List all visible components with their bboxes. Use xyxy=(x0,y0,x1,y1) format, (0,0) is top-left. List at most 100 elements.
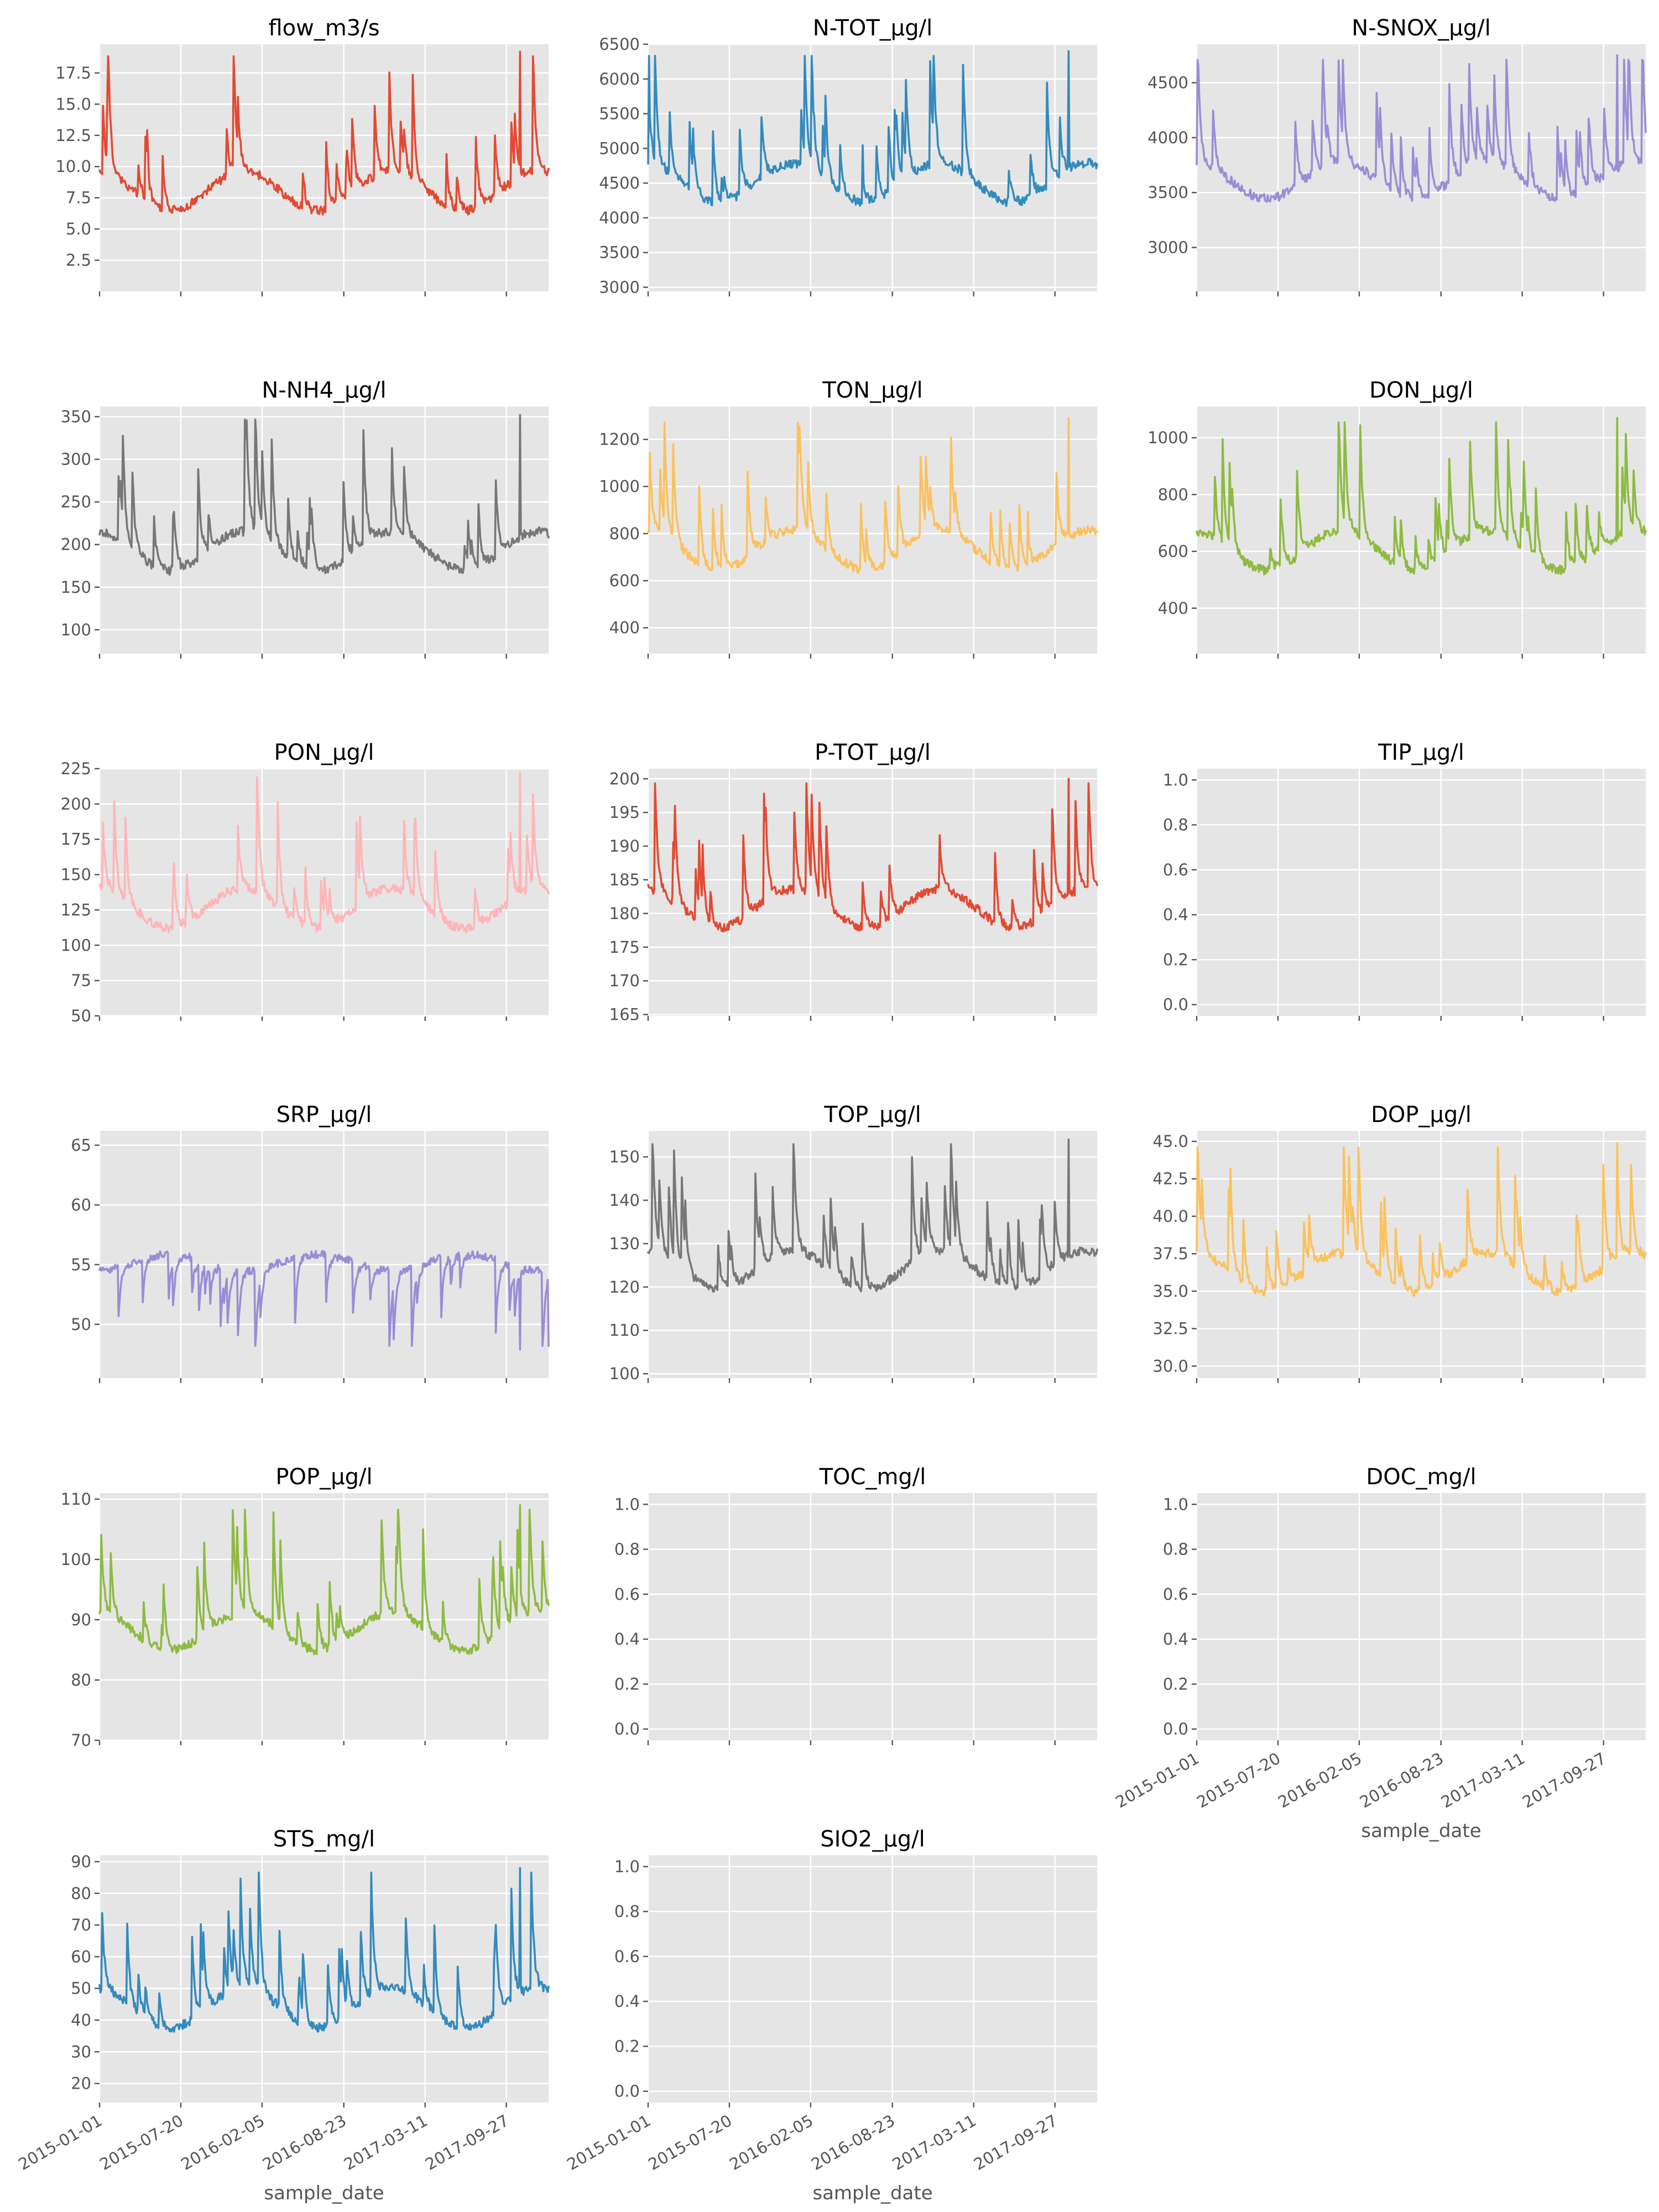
series-line-p-tot-g-l xyxy=(647,778,1098,933)
panel-background xyxy=(648,1131,1097,1378)
series-line-dop-g-l xyxy=(1196,1141,1647,1297)
y-tick-label: 90 xyxy=(71,1852,91,1871)
x-tick-label: 2017-09-27 xyxy=(422,2111,512,2174)
series-line-n-nh4-g-l xyxy=(98,414,550,576)
y-tick-label: 200 xyxy=(61,535,91,554)
y-tick-label: 0.4 xyxy=(1163,1630,1188,1648)
series-line-pon-g-l xyxy=(98,771,550,933)
y-tick-label: 3500 xyxy=(599,243,640,262)
y-tick-label: 225 xyxy=(61,759,91,778)
x-tick-label: 2016-08-23 xyxy=(808,2111,898,2174)
x-axis-label: sample_date xyxy=(1361,1820,1481,1842)
y-tick-label: 0.0 xyxy=(614,1720,640,1739)
y-tick-label: 5000 xyxy=(599,139,640,158)
y-tick-label: 20 xyxy=(71,2074,91,2093)
y-tick-label: 0.4 xyxy=(1163,905,1188,924)
x-axis-label: sample_date xyxy=(264,2182,384,2204)
y-tick-label: 30 xyxy=(71,2042,91,2061)
x-tick-label: 2015-01-01 xyxy=(15,2111,105,2174)
y-tick-label: 4500 xyxy=(599,174,640,192)
series-line-sts-mg-l xyxy=(98,1867,550,2033)
panel-title: DOC_mg/l xyxy=(1366,1464,1476,1490)
y-tick-label: 80 xyxy=(71,1884,91,1903)
series-line-pop-g-l xyxy=(98,1504,550,1656)
y-tick-label: 10.0 xyxy=(55,157,91,176)
series-line-srp-g-l xyxy=(98,1250,550,1351)
y-tick-label: 195 xyxy=(609,803,640,822)
y-tick-label: 400 xyxy=(1158,599,1188,618)
panel-don-g-l: 400 600 800 1000 DON_µg/l xyxy=(1147,378,1647,659)
series-line-top-g-l xyxy=(647,1138,1098,1293)
panel-title: flow_m3/s xyxy=(268,15,379,41)
y-tick-label: 3000 xyxy=(1147,238,1188,257)
x-tick-label: 2016-08-23 xyxy=(1357,1749,1447,1812)
y-tick-label: 170 xyxy=(609,972,640,990)
panel-doc-mg-l: 2015-01-012015-07-202016-02-052016-08-23… xyxy=(1112,1464,1646,1842)
panel-n-tot-g-l: 3000 3500 4000 4500 5000 5500 6000 6500 N-TOT_µg… xyxy=(599,15,1098,296)
y-tick-label: 0.4 xyxy=(614,1630,640,1648)
panel-background xyxy=(1197,1493,1646,1740)
panel-sts-mg-l: 2015-01-012015-07-202016-02-052016-08-23… xyxy=(15,1827,550,2204)
panel-p-tot-g-l: 165 170 175 180 185 190 195 200 P-TOT_µg/l xyxy=(609,740,1098,1024)
y-tick-label: 600 xyxy=(609,571,640,590)
panel-title: TOP_µg/l xyxy=(823,1102,921,1128)
y-tick-label: 100 xyxy=(609,1364,640,1383)
x-tick-label: 2017-03-11 xyxy=(1438,1749,1528,1812)
y-tick-label: 0.6 xyxy=(614,1947,640,1966)
y-tick-label: 60 xyxy=(71,1196,91,1214)
y-tick-label: 3500 xyxy=(1147,183,1188,202)
panel-background xyxy=(648,406,1097,654)
y-tick-label: 1000 xyxy=(599,477,640,496)
panel-background xyxy=(100,406,549,654)
panel-n-snox-g-l: 3000 3500 4000 4500 N-SNOX_µg/l xyxy=(1147,15,1647,296)
panel-sio2-g-l: 2015-01-012015-07-202016-02-052016-08-23… xyxy=(564,1827,1097,2204)
y-tick-label: 0.6 xyxy=(1163,1585,1188,1604)
panel-tip-g-l: 0.0 0.2 0.4 0.6 0.8 1.0 TIP_µg/l xyxy=(1163,740,1646,1021)
y-tick-label: 4000 xyxy=(1147,128,1188,147)
x-tick-label: 2016-02-05 xyxy=(726,2111,816,2174)
y-tick-label: 12.5 xyxy=(55,126,91,145)
x-tick-label: 2017-09-27 xyxy=(971,2111,1061,2174)
y-tick-label: 100 xyxy=(61,1550,91,1569)
y-tick-label: 90 xyxy=(71,1610,91,1629)
y-tick-label: 40.0 xyxy=(1152,1207,1188,1225)
y-tick-label: 7.5 xyxy=(66,189,91,207)
y-tick-label: 1000 xyxy=(1147,429,1188,447)
y-tick-label: 140 xyxy=(609,1191,640,1209)
y-tick-label: 42.5 xyxy=(1152,1170,1188,1188)
panel-ton-g-l: 400 600 800 1000 1200 TON_µg/l xyxy=(599,378,1098,659)
y-tick-label: 45.0 xyxy=(1152,1132,1188,1151)
series-line-flow-m3-s xyxy=(98,50,550,216)
series-line-don-g-l xyxy=(1196,416,1647,576)
series-line-n-tot-g-l xyxy=(647,50,1098,207)
panel-toc-mg-l: 0.0 0.2 0.4 0.6 0.8 1.0 TOC_mg/l xyxy=(614,1464,1097,1745)
y-tick-label: 600 xyxy=(1158,542,1188,561)
x-axis-label: sample_date xyxy=(812,2182,932,2204)
y-tick-label: 110 xyxy=(61,1490,91,1509)
y-tick-label: 1.0 xyxy=(614,1495,640,1514)
y-tick-label: 1.0 xyxy=(614,1857,640,1876)
panel-background xyxy=(1197,406,1646,654)
y-tick-label: 4500 xyxy=(1147,74,1188,92)
x-tick-label: 2016-02-05 xyxy=(1275,1749,1365,1812)
y-tick-label: 350 xyxy=(61,407,91,426)
panel-title: STS_mg/l xyxy=(273,1827,375,1852)
x-tick-label: 2016-02-05 xyxy=(178,2111,268,2174)
panel-srp-g-l: 50 55 60 65 SRP_µg/l xyxy=(71,1102,550,1383)
y-tick-label: 17.5 xyxy=(55,64,91,82)
y-tick-label: 0.0 xyxy=(1163,995,1188,1014)
y-tick-label: 0.8 xyxy=(1163,816,1188,834)
y-tick-label: 100 xyxy=(61,620,91,639)
y-tick-label: 15.0 xyxy=(55,95,91,113)
y-tick-label: 0.6 xyxy=(1163,860,1188,879)
y-tick-label: 80 xyxy=(71,1671,91,1689)
y-tick-label: 1.0 xyxy=(1163,770,1188,789)
y-tick-label: 70 xyxy=(71,1731,91,1750)
y-tick-label: 800 xyxy=(609,524,640,543)
y-tick-label: 175 xyxy=(609,938,640,957)
panel-title: POP_µg/l xyxy=(275,1464,372,1490)
x-tick-label: 2015-07-20 xyxy=(1193,1749,1284,1812)
y-tick-label: 65 xyxy=(71,1136,91,1155)
y-tick-label: 150 xyxy=(61,865,91,884)
